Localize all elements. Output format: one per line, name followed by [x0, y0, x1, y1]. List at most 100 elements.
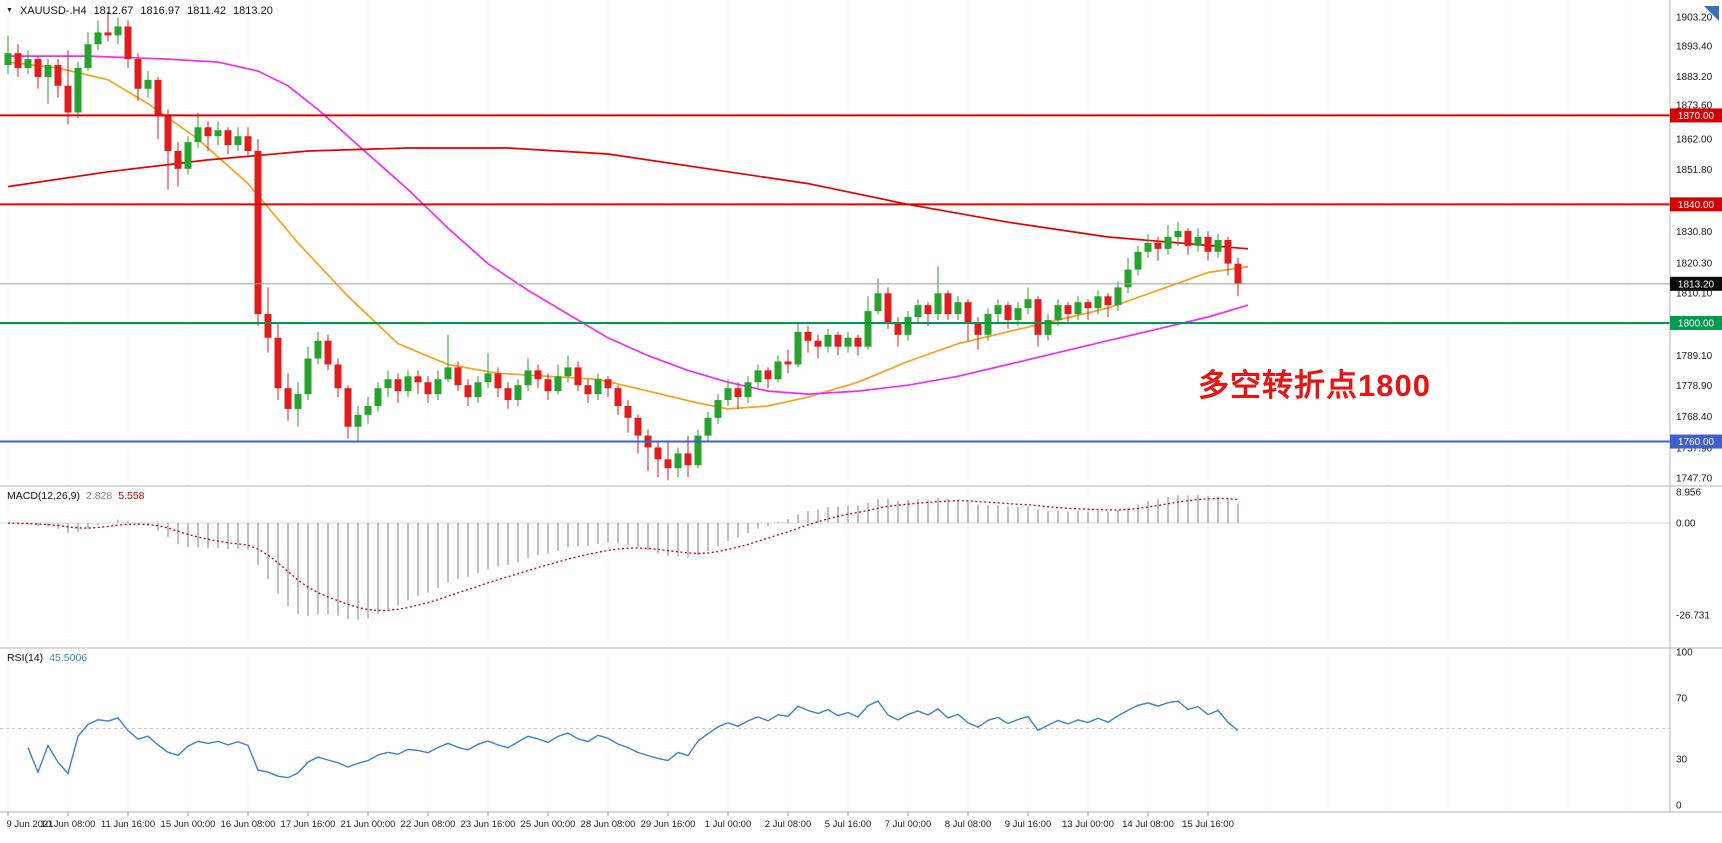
ma-line-magenta: [8, 55, 1249, 395]
candle-body: [194, 127, 202, 143]
candle-body: [354, 414, 362, 427]
macd-scale-label: 8.956: [1676, 488, 1701, 499]
date-label: 15 Jun 00:00: [161, 819, 216, 830]
date-label: 17 Jun 16:00: [281, 819, 336, 830]
candle-body: [1164, 236, 1172, 249]
candle-body: [34, 59, 42, 77]
candle-body: [94, 32, 102, 45]
candle-body: [684, 453, 692, 466]
rsi-scale-label: 100: [1676, 648, 1693, 659]
rsi-indicator-label: RSI(14) 45.5006: [7, 652, 87, 664]
price-axis-label: 1757.90: [1676, 443, 1713, 454]
candle-body: [14, 53, 22, 68]
candle-body: [364, 405, 372, 415]
candle-body: [1174, 231, 1182, 237]
candle-body: [824, 334, 832, 347]
candle-body: [784, 361, 792, 365]
date-label: 29 Jun 16:00: [641, 819, 696, 830]
candle-body: [204, 127, 212, 137]
candle-body: [84, 44, 92, 68]
candle-body: [614, 388, 622, 406]
price-badge-label: 1870.00: [1678, 111, 1715, 122]
candle-body: [274, 337, 282, 389]
candle-body: [664, 459, 672, 469]
candle-body: [1094, 296, 1102, 309]
candle-body: [1154, 242, 1162, 249]
price-axis-label: 1820.30: [1676, 258, 1713, 269]
candle-body: [524, 370, 532, 386]
candle-body: [534, 370, 542, 380]
candle-body: [184, 142, 192, 169]
rsi-scale-label: 30: [1676, 755, 1688, 766]
date-label: 15 Jul 16:00: [1182, 819, 1234, 830]
candle-body: [344, 388, 352, 427]
price-axis-label: 1830.80: [1676, 227, 1713, 238]
price-axis-label: 1747.70: [1676, 473, 1713, 484]
candle-body: [624, 405, 632, 418]
candle-body: [1134, 251, 1142, 270]
date-label: 16 Jun 08:00: [221, 819, 276, 830]
candle-body: [1214, 239, 1222, 252]
candle-body: [4, 53, 12, 66]
candle-body: [1064, 305, 1072, 315]
candle-body: [894, 322, 902, 335]
price-badge-label: 1800.00: [1678, 318, 1715, 329]
candle-body: [734, 388, 742, 398]
candle-body: [1104, 296, 1112, 306]
grid-layer: [7, 0, 1629, 812]
candle-body: [164, 115, 172, 151]
candle-body: [434, 379, 442, 395]
date-label: 8 Jul 08:00: [945, 819, 991, 830]
rsi-scale-label: 0: [1676, 801, 1682, 812]
candle-body: [574, 367, 582, 386]
candle-body: [514, 385, 522, 401]
candle-body: [74, 67, 82, 113]
candle-body: [104, 32, 112, 36]
chart-title: ▼ XAUUSD-.H4 1812.67 1816.97 1811.42 1813.20: [6, 5, 280, 17]
candle-body: [994, 305, 1002, 315]
candle-body: [794, 331, 802, 365]
price-axis[interactable]: 1903.20 1893.40 1883.20 1873.60 1862.00 1851.…: [1670, 13, 1722, 485]
candle-body: [744, 382, 752, 398]
price-axis-label: 1851.80: [1676, 165, 1713, 176]
candle-body: [374, 388, 382, 406]
candle-body: [834, 334, 842, 347]
chart-shift-marker[interactable]: [1704, 6, 1719, 21]
candle-body: [174, 150, 182, 169]
candle-body: [944, 293, 952, 315]
candle-body: [504, 388, 512, 401]
candle-body: [954, 302, 962, 315]
candle-body: [594, 379, 602, 395]
macd-signal-line: [7, 497, 1239, 612]
candle-body: [1234, 263, 1242, 284]
candle-body: [714, 400, 722, 418]
candle-body: [564, 367, 572, 377]
ma-line-red: [7, 147, 1249, 250]
symbol-dropdown-icon[interactable]: ▼: [6, 7, 13, 14]
candle-body: [1074, 302, 1082, 315]
candle-body: [1204, 236, 1212, 252]
candle-body: [264, 314, 272, 338]
candle-body: [754, 370, 762, 383]
date-label: 25 Jun 00:00: [521, 819, 576, 830]
candle-body: [914, 305, 922, 318]
candle-body: [424, 382, 432, 395]
candle-body: [114, 26, 122, 36]
price-badge: [1670, 434, 1722, 449]
ohlc-high: 1816.97: [140, 5, 181, 17]
candle-body: [1144, 242, 1152, 252]
candle-body: [704, 417, 712, 436]
macd-value-signal: 5.558: [118, 490, 145, 502]
macd-scale-label: -26.731: [1676, 611, 1710, 622]
price-badge: [1670, 276, 1722, 291]
candle-body: [864, 311, 872, 347]
candle-body: [964, 302, 972, 323]
date-label: 7 Jul 00:00: [885, 819, 931, 830]
hlines-layer: [0, 114, 1670, 443]
ma-lines: [7, 55, 1249, 410]
price-axis-label: 1778.90: [1676, 381, 1713, 392]
candle-body: [634, 417, 642, 436]
date-label: 28 Jun 08:00: [581, 819, 636, 830]
